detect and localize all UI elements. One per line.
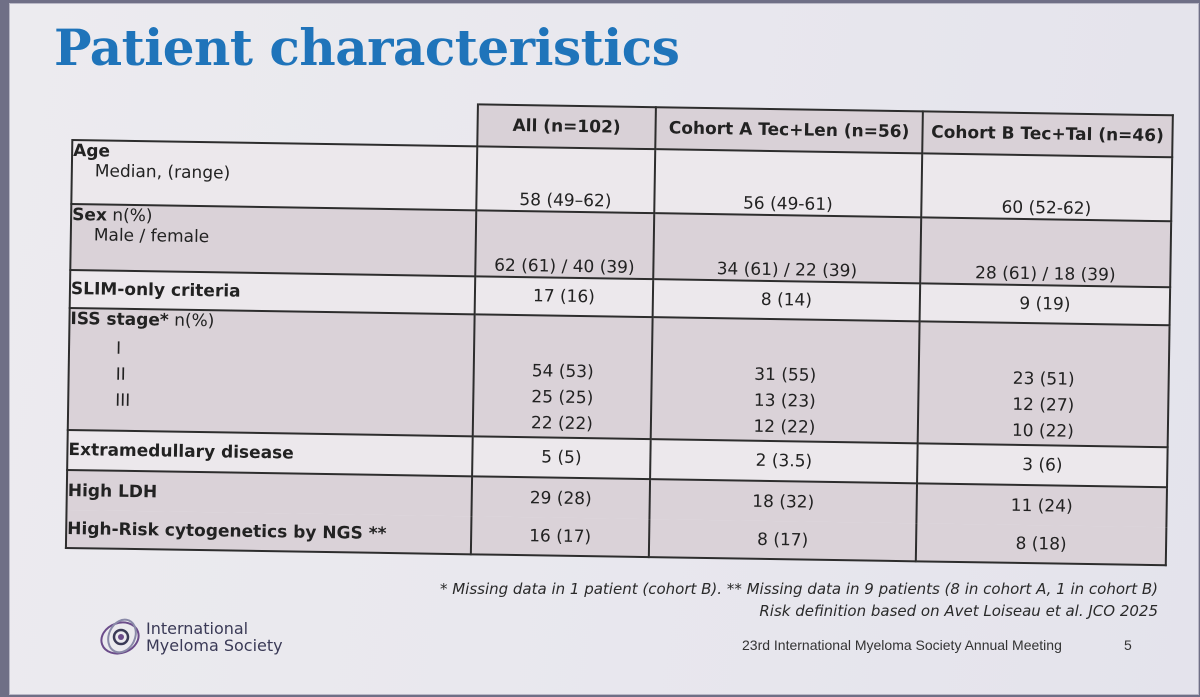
emd-all: 5 (5)	[472, 436, 651, 480]
iss-label-suffix: n(%)	[174, 310, 215, 332]
iss-stage-3: III	[115, 390, 131, 411]
table-row-iss: ISS stage* n(%) I II III 54 (53) 25 (25)…	[67, 307, 1170, 448]
footnote-missing-data: * Missing data in 1 patient (cohort B). …	[439, 580, 1158, 598]
slim-label: SLIM-only criteria	[69, 269, 476, 315]
sex-cohort-a: 34 (61) / 22 (39)	[653, 213, 922, 284]
row-label-sex: Sex n(%) Male / female	[70, 204, 477, 277]
iss-all: 54 (53) 25 (25) 22 (22)	[472, 314, 653, 440]
header-blank-cell	[72, 98, 478, 147]
age-cohort-b: 60 (52-62)	[921, 153, 1173, 222]
iss-a-stage-3: 12 (22)	[753, 416, 816, 438]
footnote-risk-definition: Risk definition based on Avet Loiseau et…	[759, 602, 1158, 620]
age-label: Age	[72, 141, 111, 162]
slide: Patient characteristics All (n=102) Coho…	[10, 4, 1198, 694]
cyto-all: 16 (17)	[470, 516, 650, 558]
ldh-all: 29 (28)	[471, 476, 651, 520]
age-cohort-a: 56 (49-61)	[654, 149, 923, 218]
emd-cohort-a: 2 (3.5)	[650, 439, 918, 484]
cyto-cohort-b: 8 (18)	[915, 523, 1167, 566]
cyto-cohort-a: 8 (17)	[648, 519, 917, 562]
sex-cohort-b: 28 (61) / 18 (39)	[920, 217, 1172, 288]
meeting-name: 23rd International Myeloma Society Annua…	[742, 637, 1062, 653]
ldh-cohort-b: 11 (24)	[916, 483, 1168, 528]
ims-logo-text: International Myeloma Society	[146, 620, 283, 654]
row-label-iss: ISS stage* n(%) I II III	[67, 307, 475, 437]
iss-cohort-b: 23 (51) 12 (27) 10 (22)	[917, 321, 1170, 448]
iss-label: ISS stage*	[70, 309, 169, 331]
emd-cohort-b: 3 (6)	[917, 443, 1168, 488]
ldh-label: High LDH	[66, 469, 473, 517]
iss-all-stage-2: 25 (25)	[531, 387, 594, 409]
slim-all: 17 (16)	[474, 276, 654, 318]
header-cohort-a: Cohort A Tec+Len (n=56)	[655, 107, 923, 154]
header-all: All (n=102)	[477, 104, 656, 150]
sex-label-suffix: n(%)	[112, 205, 153, 227]
ims-logo-icon	[100, 618, 140, 655]
slide-title: Patient characteristics	[54, 18, 680, 77]
iss-all-stage-3: 22 (22)	[530, 413, 594, 435]
age-all: 58 (49–62)	[476, 146, 656, 214]
logo-line-1: International	[146, 619, 249, 638]
emd-label: Extramedullary disease	[67, 429, 473, 477]
iss-b-stage-2: 12 (27)	[1012, 394, 1075, 416]
iss-b-stage-1: 23 (51)	[1012, 368, 1075, 390]
sex-sub-label: Male / female	[93, 225, 210, 248]
iss-cohort-a: 31 (55) 13 (23) 12 (22)	[650, 317, 920, 444]
iss-b-stage-3: 10 (22)	[1011, 420, 1074, 442]
footnotes: * Missing data in 1 patient (cohort B). …	[440, 578, 1158, 622]
ldh-cohort-a: 18 (32)	[649, 479, 918, 524]
logo-line-2: Myeloma Society	[146, 636, 283, 655]
slim-cohort-a: 8 (14)	[652, 279, 921, 322]
page-number: 5	[1124, 637, 1132, 653]
row-label-age: Age Median, (range)	[71, 140, 478, 211]
header-cohort-b: Cohort B Tec+Tal (n=46)	[922, 111, 1173, 158]
sex-all: 62 (61) / 40 (39)	[475, 210, 655, 280]
cyto-label: High-Risk cytogenetics by NGS **	[65, 509, 472, 555]
slim-cohort-b: 9 (19)	[919, 283, 1171, 326]
age-sub-label: Median, (range)	[94, 161, 231, 184]
ims-logo: International Myeloma Society	[98, 614, 318, 666]
patient-characteristics-table: All (n=102) Cohort A Tec+Len (n=56) Coho…	[65, 97, 1174, 566]
sex-label: Sex	[71, 205, 108, 226]
iss-all-stage-1: 54 (53)	[531, 361, 594, 383]
